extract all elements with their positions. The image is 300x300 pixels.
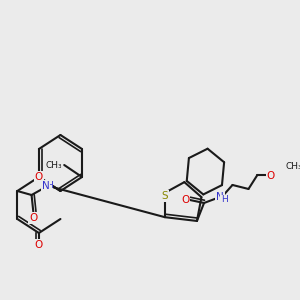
Text: N: N — [216, 192, 224, 202]
Text: O: O — [35, 240, 43, 250]
Text: S: S — [162, 191, 168, 201]
Text: CH₃: CH₃ — [46, 160, 62, 169]
Text: CH₃: CH₃ — [286, 163, 300, 172]
Text: N: N — [42, 181, 50, 191]
Text: O: O — [29, 213, 38, 223]
Text: H: H — [46, 182, 53, 190]
Text: H: H — [221, 196, 228, 205]
Text: O: O — [181, 195, 190, 205]
Text: O: O — [35, 172, 43, 182]
Text: O: O — [267, 171, 275, 181]
